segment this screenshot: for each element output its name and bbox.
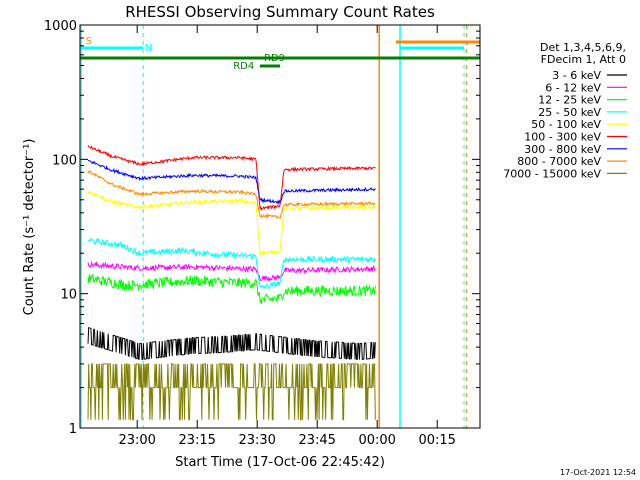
y-tick-labels: 1 10 100 1000: [44, 19, 77, 437]
flag-label-rd9: RD9: [264, 53, 285, 64]
x-tick-label: 23:00: [118, 433, 155, 448]
legend-entry-label: 6 - 12 keV: [545, 81, 601, 94]
series-line: [87, 273, 376, 305]
y-tick-label: 10: [60, 288, 77, 303]
series-line: [87, 170, 376, 220]
x-tick-label: 23:30: [238, 433, 275, 448]
plot-frame: [79, 24, 481, 429]
y-tick-label: 1: [69, 422, 77, 437]
series-line: [87, 159, 376, 206]
legend-entry-label: 300 - 800 keV: [524, 143, 601, 156]
series-line: [87, 145, 376, 211]
series-line: [87, 190, 376, 257]
flag-bars: S N RD9 RD4: [80, 36, 480, 72]
series-layer: [87, 145, 376, 421]
series-line: [87, 237, 376, 290]
legend-entry-label: 7000 - 15000 keV: [503, 167, 601, 180]
legend-entry-label: 3 - 6 keV: [552, 69, 601, 82]
y-tick-label: 1000: [44, 19, 77, 34]
y-axis-label: Count Rate (s⁻¹ detector⁻¹): [22, 139, 37, 316]
x-tick-labels: 23:00 23:15 23:30 23:45 00:00 00:15: [118, 433, 455, 448]
x-tick-label: 00:15: [418, 433, 455, 448]
timestamp-label: 17-Oct-2021 12:54: [560, 468, 636, 477]
x-tick-label: 00:00: [358, 433, 395, 448]
x-axis-label: Start Time (17-Oct-06 22:45:42): [175, 455, 385, 470]
chart-title: RHESSI Observing Summary Count Rates: [125, 3, 435, 21]
series-line: [87, 363, 376, 421]
flag-label-n: N: [145, 43, 152, 54]
flag-label-s: S: [86, 36, 92, 47]
legend-entry-label: 25 - 50 keV: [538, 106, 601, 119]
flag-label-rd4: RD4: [233, 61, 254, 72]
legend-entry-label: 100 - 300 keV: [524, 131, 601, 144]
legend-entry-label: 50 - 100 keV: [531, 118, 601, 131]
legend-header: FDecim 1, Att 0: [541, 53, 626, 66]
axis-ticks: [80, 25, 480, 429]
legend-entry-label: 12 - 25 keV: [538, 94, 601, 107]
mode-flag-lines: [80, 25, 467, 428]
legend-header: Det 1,3,4,5,6,9,: [540, 41, 626, 54]
series-line: [87, 327, 376, 360]
x-tick-label: 23:15: [178, 433, 215, 448]
series-line: [87, 260, 376, 283]
legend: Det 1,3,4,5,6,9,FDecim 1, Att 0 3 - 6 keV…: [503, 41, 627, 180]
x-tick-label: 23:45: [298, 433, 335, 448]
legend-entry-label: 800 - 7000 keV: [517, 155, 601, 168]
y-tick-label: 100: [52, 153, 77, 168]
